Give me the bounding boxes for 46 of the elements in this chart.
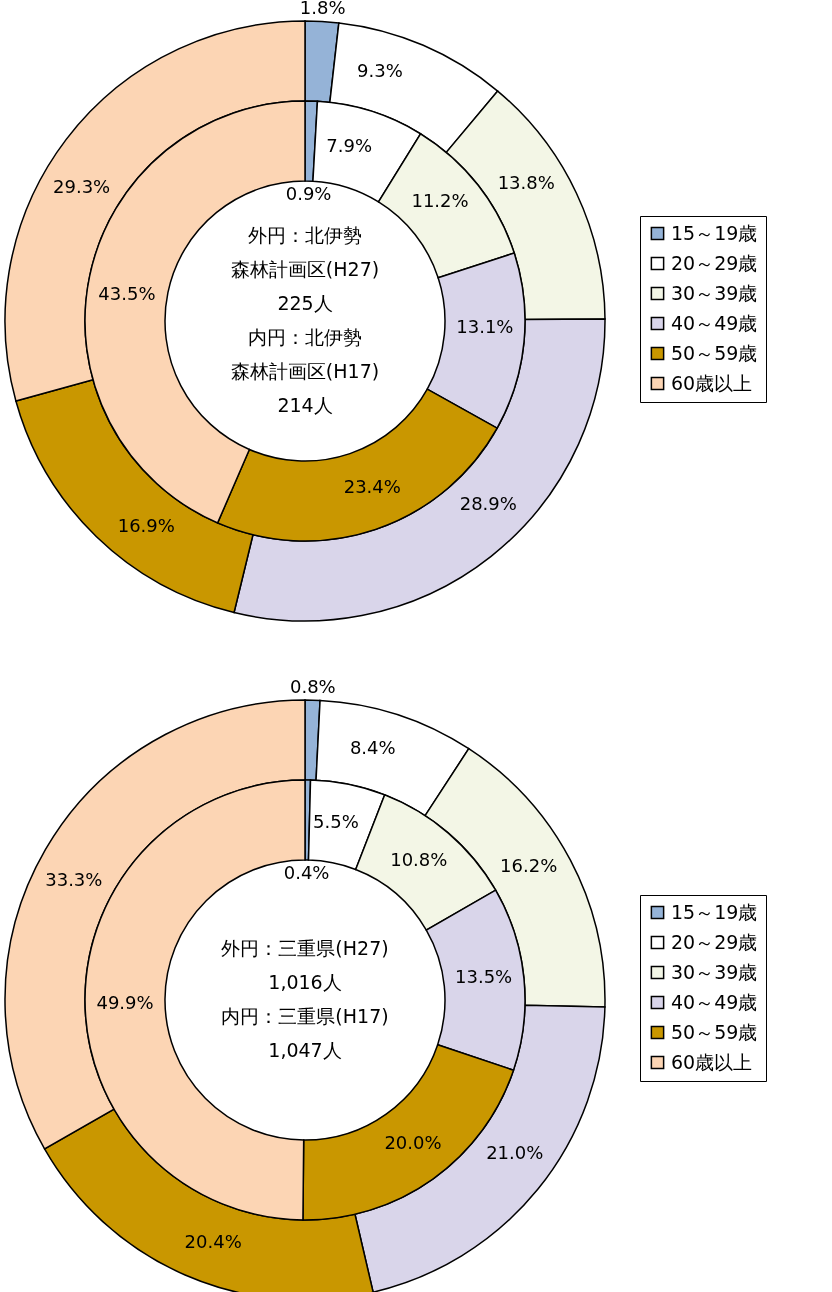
text: 1,016人: [268, 971, 342, 993]
data-label: 8.4%: [349, 736, 396, 758]
data-label: 33.3%: [45, 868, 103, 890]
legend-label: 40～49歳: [671, 990, 758, 1013]
data-label: 16.9%: [117, 514, 175, 536]
data-label: 1.8%: [299, 0, 346, 19]
text: 森林計画区(H17): [230, 360, 380, 382]
data-label: 29.3%: [53, 175, 111, 197]
data-label: 16.2%: [500, 855, 558, 877]
data-label: 28.9%: [459, 493, 517, 515]
data-label: 13.1%: [456, 316, 514, 338]
legend-label: 15～19歳: [671, 221, 758, 244]
legend-label: 60歳以上: [671, 1050, 753, 1073]
data-label: 20.4%: [184, 1231, 242, 1253]
legend-label: 40～49歳: [671, 311, 758, 334]
legend-label: 15～19歳: [671, 900, 758, 923]
data-label: 0.8%: [289, 676, 336, 698]
legend-label: 20～29歳: [671, 930, 758, 953]
data-label: 23.4%: [343, 475, 401, 497]
legend-label: 60歳以上: [671, 371, 753, 394]
data-label: 13.5%: [455, 965, 513, 987]
text: 外円：北伊勢: [248, 224, 362, 246]
data-label: 10.8%: [390, 848, 448, 870]
data-label: 11.2%: [411, 189, 469, 211]
text: 1,047人: [268, 1039, 342, 1061]
legend-label: 50～59歳: [671, 1020, 758, 1043]
text: 225人: [277, 292, 333, 314]
text: 森林計画区(H27): [230, 258, 380, 280]
text: 外円：三重県(H27): [221, 937, 389, 959]
data-label: 5.5%: [313, 810, 359, 832]
legend-label: 50～59歳: [671, 341, 758, 364]
legend-label: 30～39歳: [671, 960, 758, 983]
legend-label: 30～39歳: [671, 281, 758, 304]
data-label: 43.5%: [98, 282, 156, 304]
legend-label: 20～29歳: [671, 251, 758, 274]
data-label: 13.8%: [497, 172, 555, 194]
text: 214人: [277, 394, 333, 416]
data-label: 9.3%: [357, 60, 403, 82]
data-label: 20.0%: [384, 1132, 442, 1154]
text: 内円：三重県(H17): [221, 1005, 389, 1027]
data-label: 21.0%: [486, 1141, 544, 1163]
data-label: 7.9%: [326, 134, 373, 156]
data-label: 0.9%: [285, 183, 332, 205]
text: 内円：北伊勢: [248, 326, 362, 348]
data-label: 49.9%: [96, 991, 154, 1013]
data-label: 0.4%: [283, 862, 330, 884]
